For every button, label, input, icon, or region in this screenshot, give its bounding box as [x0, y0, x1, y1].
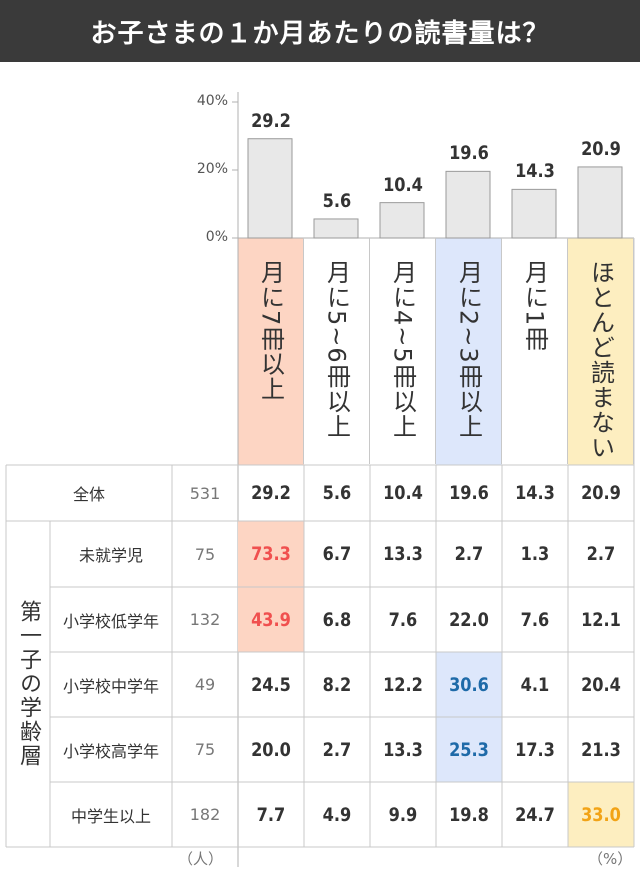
bar-4	[511, 188, 557, 239]
row-n-count: 531	[189, 483, 221, 503]
table-value-cell: 25.3	[449, 738, 489, 761]
category-label: ほとんど読まない	[586, 260, 615, 460]
table-value-cell: 9.9	[388, 803, 418, 826]
table-value-cell: 21.3	[581, 738, 621, 761]
table-value-cell: 17.3	[515, 738, 555, 761]
table-value-cell: 10.4	[383, 482, 423, 504]
bar-1	[313, 218, 359, 239]
table-value-cell: 29.2	[251, 482, 291, 504]
table-value-cell: 6.8	[322, 608, 352, 631]
table-value-cell: 22.0	[449, 608, 489, 631]
table-value-cell: 2.7	[586, 543, 616, 565]
table-value-cell: 30.6	[449, 673, 489, 696]
table-value-cell: 12.2	[383, 673, 423, 696]
category-label: 月に4~5冊以上	[388, 260, 417, 439]
cell-highlight	[436, 652, 502, 717]
bar-5	[577, 166, 623, 239]
table-value-cell: 1.3	[520, 543, 550, 565]
cell-highlight	[436, 717, 502, 782]
category-highlight-5	[568, 238, 634, 465]
table-value-cell: 19.6	[449, 482, 489, 504]
table-value-cell: 13.3	[383, 738, 423, 761]
category-highlight-3	[436, 238, 502, 465]
group-label: 第一子の学齢層	[16, 600, 41, 768]
cell-highlight	[238, 521, 304, 587]
row-n-count: 75	[194, 544, 216, 564]
row-label: 小学校中学年	[62, 676, 159, 696]
table-value-cell: 8.2	[322, 673, 352, 696]
category-label: 月に7冊以上	[256, 260, 285, 402]
bar-value-label: 19.6	[449, 142, 489, 165]
category-label-cell: 月に5~6冊以上	[304, 238, 370, 464]
cell-highlight	[568, 782, 634, 847]
category-label-cell: ほとんど読まない	[568, 238, 634, 464]
row-n-count: 75	[194, 740, 216, 759]
table-value-cell: 7.6	[388, 608, 418, 631]
y-tick-label: 0%	[205, 229, 228, 245]
bar-2	[379, 202, 425, 239]
table-value-cell: 2.7	[454, 543, 484, 565]
y-tick-label: 40%	[196, 93, 228, 109]
bar-value-label: 20.9	[581, 137, 621, 160]
table-value-cell: 14.3	[515, 482, 555, 504]
row-label: 全体	[72, 485, 105, 504]
row-n-count: 182	[189, 805, 221, 824]
table-value-cell: 7.6	[520, 608, 550, 631]
table-value-cell: 2.7	[322, 738, 352, 761]
bar-value-label: 29.2	[251, 109, 291, 132]
table-value-cell: 6.7	[322, 543, 352, 565]
unit-percent: （%）	[588, 850, 633, 868]
category-label: 月に5~6冊以上	[322, 260, 351, 439]
bar-3	[445, 170, 491, 239]
table-value-cell: 4.1	[520, 673, 550, 696]
table-value-cell: 7.7	[256, 803, 286, 826]
unit-people: （人）	[178, 850, 224, 868]
category-label-cell: 月に1冊	[502, 238, 568, 464]
table-value-cell: 20.0	[251, 738, 291, 761]
y-tick-label: 20%	[196, 161, 228, 177]
table-value-cell: 33.0	[581, 803, 621, 826]
category-label-cell: 月に4~5冊以上	[370, 238, 436, 464]
row-label: 未就学児	[78, 546, 143, 565]
category-label-cell: 月に7冊以上	[238, 238, 304, 464]
row-n-count: 132	[189, 610, 221, 629]
category-label-cell: 月に2~3冊以上	[436, 238, 502, 464]
table-value-cell: 43.9	[251, 608, 291, 631]
table-value-cell: 5.6	[322, 482, 352, 504]
table-value-cell: 4.9	[322, 803, 352, 826]
table-value-cell: 73.3	[251, 543, 291, 565]
table-value-cell: 13.3	[383, 543, 423, 565]
cell-highlight	[238, 587, 304, 652]
bar-value-label: 5.6	[322, 189, 352, 212]
category-label: 月に2~3冊以上	[454, 260, 483, 439]
page-title: お子さまの１か月あたりの読書量は？	[0, 0, 640, 62]
bar-value-label: 14.3	[515, 160, 555, 183]
row-label: 中学生以上	[70, 806, 151, 826]
table-value-cell: 19.8	[449, 803, 489, 826]
table-value-cell: 12.1	[581, 608, 621, 631]
row-n-count: 49	[194, 675, 216, 694]
category-highlight-0	[238, 238, 304, 465]
bar-value-label: 10.4	[383, 173, 423, 196]
table-value-cell: 24.7	[515, 803, 555, 826]
table-value-cell: 24.5	[251, 673, 291, 696]
row-label: 小学校低学年	[62, 611, 159, 631]
table-value-cell: 20.9	[581, 482, 621, 504]
category-label: 月に1冊	[520, 260, 549, 352]
row-label: 小学校高学年	[62, 741, 159, 761]
table-value-cell: 20.4	[581, 673, 621, 696]
bar-0	[247, 138, 293, 239]
